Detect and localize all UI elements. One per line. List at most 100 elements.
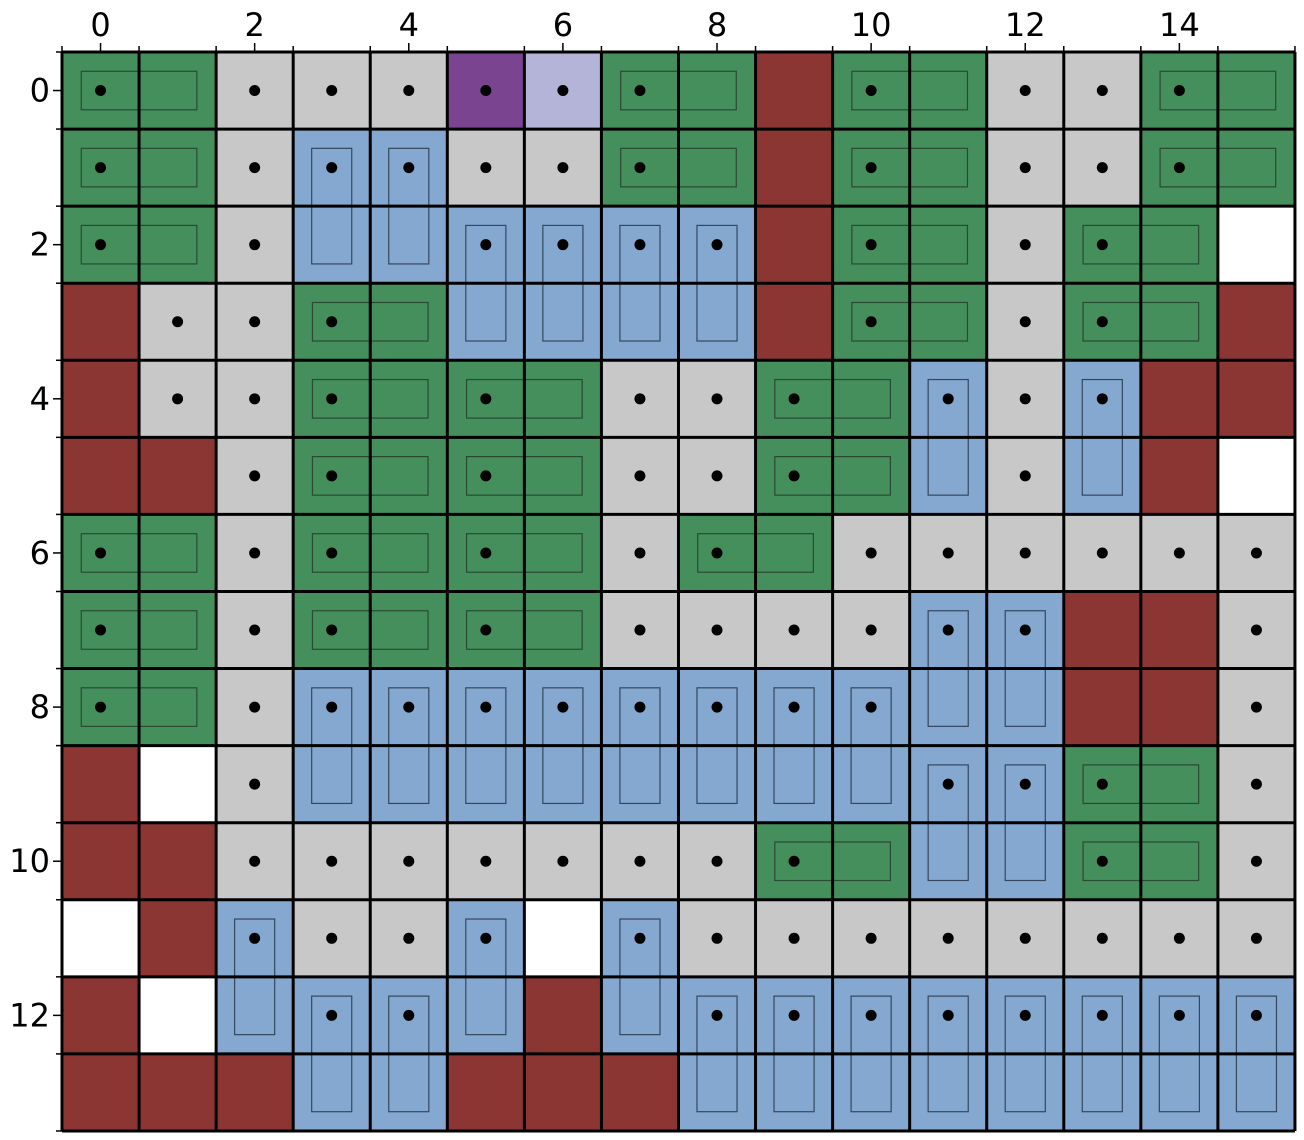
cell-dot xyxy=(865,547,877,559)
wall-cell xyxy=(1140,437,1218,515)
cell-dot xyxy=(788,932,800,944)
vehicle-front-dot xyxy=(865,316,877,328)
y-tick-label: 8 xyxy=(30,688,50,726)
vertical-vehicle-cell xyxy=(293,1053,371,1131)
wall-cell xyxy=(601,1053,679,1131)
cell-dot xyxy=(557,855,569,867)
void-cell xyxy=(1217,437,1295,515)
vertical-vehicle-cell xyxy=(1063,437,1141,515)
vehicle-front-dot xyxy=(1096,1009,1108,1021)
vehicle-front-dot xyxy=(711,239,723,251)
vertical-vehicle-cell xyxy=(447,745,525,823)
vehicle-front-dot xyxy=(95,701,107,713)
cell-dot xyxy=(711,855,723,867)
horizontal-vehicle-cell xyxy=(678,52,756,130)
vertical-vehicle-cell xyxy=(1217,1053,1295,1131)
horizontal-vehicle-cell xyxy=(832,360,910,438)
wall-cell xyxy=(1063,591,1141,669)
vehicle-front-dot xyxy=(480,547,492,559)
vehicle-front-dot xyxy=(865,239,877,251)
cell-dot xyxy=(249,855,261,867)
y-axis-labels: 0 2 4 6 8 10 12 xyxy=(9,72,50,1035)
vehicle-front-dot xyxy=(942,624,954,636)
vehicle-front-dot xyxy=(634,162,646,174)
vehicle-front-dot xyxy=(1173,162,1185,174)
wall-cell xyxy=(1140,591,1218,669)
y-tick-label: 4 xyxy=(30,380,50,418)
cell-dot xyxy=(865,932,877,944)
wall-cell xyxy=(139,1053,217,1131)
vehicle-front-dot xyxy=(1019,1009,1031,1021)
vertical-vehicle-cell xyxy=(832,1053,910,1131)
horizontal-vehicle-cell xyxy=(524,514,602,592)
horizontal-vehicle-cell xyxy=(755,514,833,592)
horizontal-vehicle-cell xyxy=(524,437,602,515)
cell-dot xyxy=(249,239,261,251)
horizontal-vehicle-cell xyxy=(678,129,756,207)
cell-dot xyxy=(326,855,338,867)
horizontal-vehicle-cell xyxy=(909,283,987,361)
cell-dot xyxy=(1019,162,1031,174)
cell-dot xyxy=(249,85,261,97)
cell-dot xyxy=(249,393,261,405)
horizontal-vehicle-cell xyxy=(370,514,448,592)
void-cell xyxy=(524,899,602,977)
y-tick-label: 6 xyxy=(30,534,50,572)
cell-dot xyxy=(1173,547,1185,559)
vertical-vehicle-cell xyxy=(293,745,371,823)
vehicle-front-dot xyxy=(942,393,954,405)
vehicle-front-dot xyxy=(95,547,107,559)
wall-cell xyxy=(755,52,833,130)
vehicle-front-dot xyxy=(403,701,415,713)
wall-cell xyxy=(1217,283,1295,361)
void-cell xyxy=(1217,206,1295,284)
dots-layer xyxy=(95,85,1262,1021)
horizontal-vehicle-cell xyxy=(139,206,217,284)
wall-cell xyxy=(139,899,217,977)
vehicle-front-dot xyxy=(865,1009,877,1021)
horizontal-vehicle-cell xyxy=(370,437,448,515)
wall-cell xyxy=(139,437,217,515)
vertical-vehicle-cell xyxy=(909,437,987,515)
horizontal-vehicle-cell xyxy=(139,668,217,746)
cell-dot xyxy=(634,547,646,559)
vehicle-front-dot xyxy=(480,701,492,713)
cell-dot xyxy=(249,778,261,790)
wall-cell xyxy=(1140,360,1218,438)
cell-dot xyxy=(1019,239,1031,251)
cell-dot xyxy=(711,470,723,482)
cell-dot xyxy=(1096,547,1108,559)
vehicle-front-dot xyxy=(788,855,800,867)
cell-dot xyxy=(249,316,261,328)
cell-dot xyxy=(788,624,800,636)
horizontal-vehicle-cell xyxy=(909,129,987,207)
cell-dot xyxy=(1096,932,1108,944)
vertical-vehicle-cell xyxy=(986,668,1064,746)
vertical-vehicle-cell xyxy=(216,976,294,1054)
cell-dot xyxy=(634,624,646,636)
vertical-vehicle-cell xyxy=(524,283,602,361)
vehicle-front-dot xyxy=(480,239,492,251)
vertical-vehicle-cell xyxy=(1063,1053,1141,1131)
cell-dot xyxy=(172,393,184,405)
vehicle-front-dot xyxy=(634,239,646,251)
x-tick-label: 4 xyxy=(399,6,419,44)
vertical-vehicle-cell xyxy=(601,745,679,823)
vehicle-front-dot xyxy=(788,470,800,482)
wall-cell xyxy=(62,437,140,515)
vehicle-front-dot xyxy=(95,162,107,174)
cell-dot xyxy=(403,855,415,867)
cell-dot xyxy=(1096,162,1108,174)
vehicle-front-dot xyxy=(1019,778,1031,790)
cell-dot xyxy=(1250,547,1262,559)
vehicle-front-dot xyxy=(95,239,107,251)
x-tick-label: 14 xyxy=(1159,6,1200,44)
vehicle-front-dot xyxy=(326,393,338,405)
vehicle-front-dot xyxy=(403,1009,415,1021)
cell-dot xyxy=(711,932,723,944)
cell-dot xyxy=(249,547,261,559)
vertical-vehicle-cell xyxy=(986,1053,1064,1131)
x-tick-label: 10 xyxy=(851,6,892,44)
vehicle-front-dot xyxy=(711,1009,723,1021)
